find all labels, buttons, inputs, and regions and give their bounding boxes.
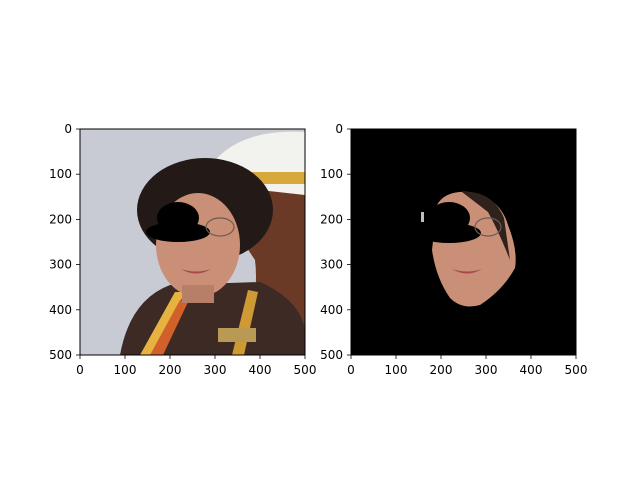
x-tick-label: 500 xyxy=(565,363,588,377)
y-tick-label: 200 xyxy=(320,212,343,226)
y-tick-label: 500 xyxy=(320,348,343,362)
y-tick-label: 100 xyxy=(320,167,343,181)
y-tick-label: 100 xyxy=(49,167,72,181)
plot-frame xyxy=(79,128,306,356)
plot-frame xyxy=(350,128,577,356)
x-tick-label: 100 xyxy=(114,363,137,377)
y-tick-label: 0 xyxy=(64,122,72,136)
y-tick-label: 300 xyxy=(320,258,343,272)
x-tick-label: 400 xyxy=(520,363,543,377)
y-tick-label: 200 xyxy=(49,212,72,226)
y-tick-label: 400 xyxy=(320,303,343,317)
image-panel-photo: 0 100 200 300 400 500 0 100 200 300 400 500 xyxy=(49,122,316,377)
x-tick-label: 200 xyxy=(159,363,182,377)
y-tick-label: 400 xyxy=(49,303,72,317)
x-tick-label: 300 xyxy=(475,363,498,377)
image-panel-mask: 0 100 200 300 400 500 0 100 200 300 400 500 xyxy=(320,122,587,377)
y-tick-label: 300 xyxy=(49,258,72,272)
x-tick-label: 200 xyxy=(430,363,453,377)
x-tick-label: 0 xyxy=(76,363,84,377)
x-tick-label: 400 xyxy=(249,363,272,377)
x-tick-label: 500 xyxy=(294,363,317,377)
y-tick-label: 0 xyxy=(335,122,343,136)
x-tick-label: 0 xyxy=(347,363,355,377)
x-tick-label: 300 xyxy=(204,363,227,377)
x-tick-label: 100 xyxy=(385,363,408,377)
mask-image xyxy=(351,129,576,355)
y-tick-label: 500 xyxy=(49,348,72,362)
photo-image xyxy=(80,129,305,355)
